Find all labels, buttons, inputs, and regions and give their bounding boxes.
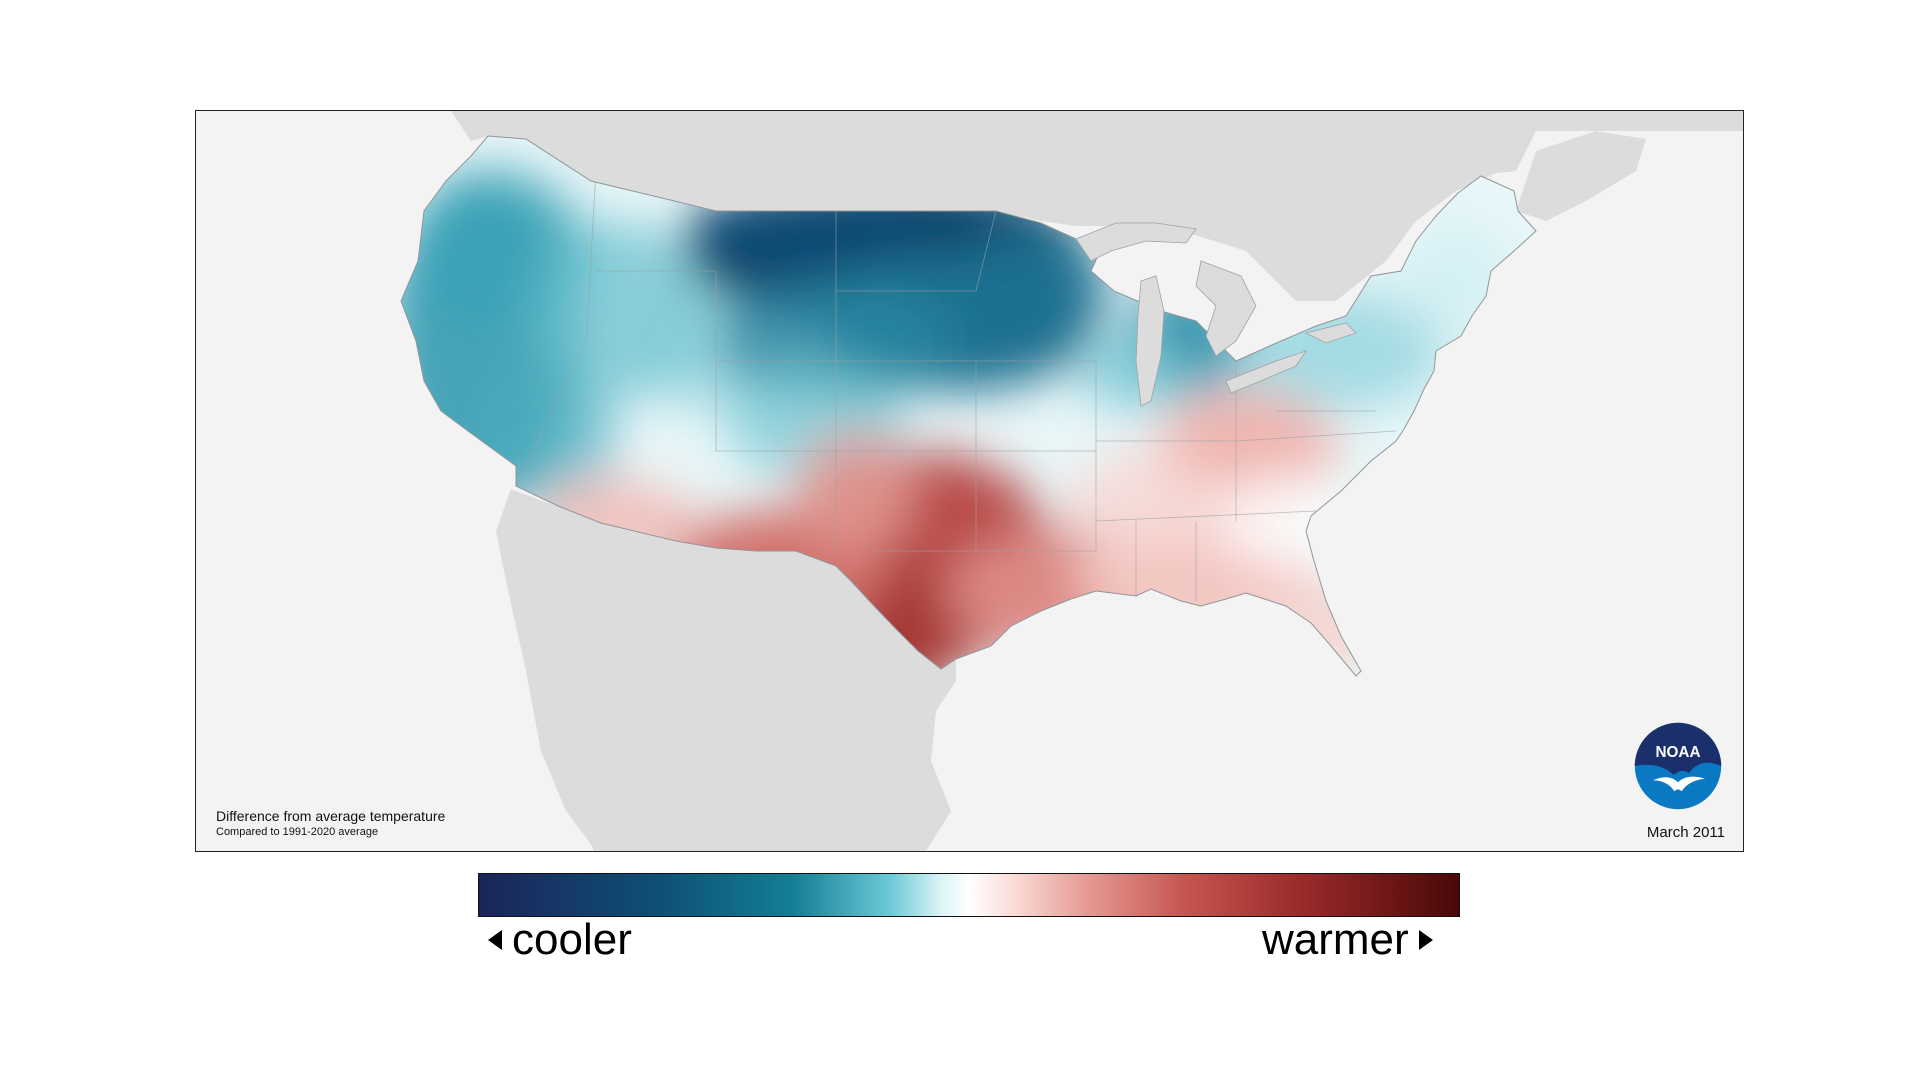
- lake-erie: [1225, 350, 1307, 394]
- map-canvas: [400, 111, 1743, 851]
- lake-michigan: [1135, 275, 1165, 407]
- map-caption: Difference from average temperature Comp…: [216, 807, 445, 839]
- noaa-logo-text: NOAA: [1656, 744, 1701, 761]
- legend-color-bar: [478, 873, 1460, 917]
- lake-huron: [1195, 260, 1257, 357]
- date-label: March 2011: [1646, 824, 1725, 841]
- left-arrow-icon: [488, 930, 502, 950]
- state-boundaries: [515, 170, 1397, 601]
- legend-cooler-label: cooler: [512, 915, 632, 964]
- us-outline: [400, 135, 1537, 677]
- caption-subtitle: Compared to 1991-2020 average: [216, 826, 379, 838]
- lake-superior: [1075, 222, 1197, 262]
- lake-ontario: [1304, 322, 1357, 344]
- nova-scotia-land: [1516, 131, 1646, 221]
- surrounding-land: [451, 111, 1743, 851]
- mexico-land: [496, 489, 956, 851]
- canada-land: [451, 111, 1743, 301]
- legend-warmer-label: warmer: [1262, 915, 1409, 964]
- right-arrow-icon: [1418, 930, 1433, 950]
- caption-title: Difference from average temperature: [216, 808, 446, 824]
- noaa-logo: NOAA: [1634, 722, 1722, 810]
- great-lakes: [1075, 222, 1357, 407]
- baja-land: [501, 511, 621, 851]
- legend-cooler: cooler: [488, 915, 632, 965]
- legend-warmer: warmer: [1262, 915, 1433, 965]
- temperature-anomaly-map: NOAA Difference from average temperature…: [195, 110, 1744, 852]
